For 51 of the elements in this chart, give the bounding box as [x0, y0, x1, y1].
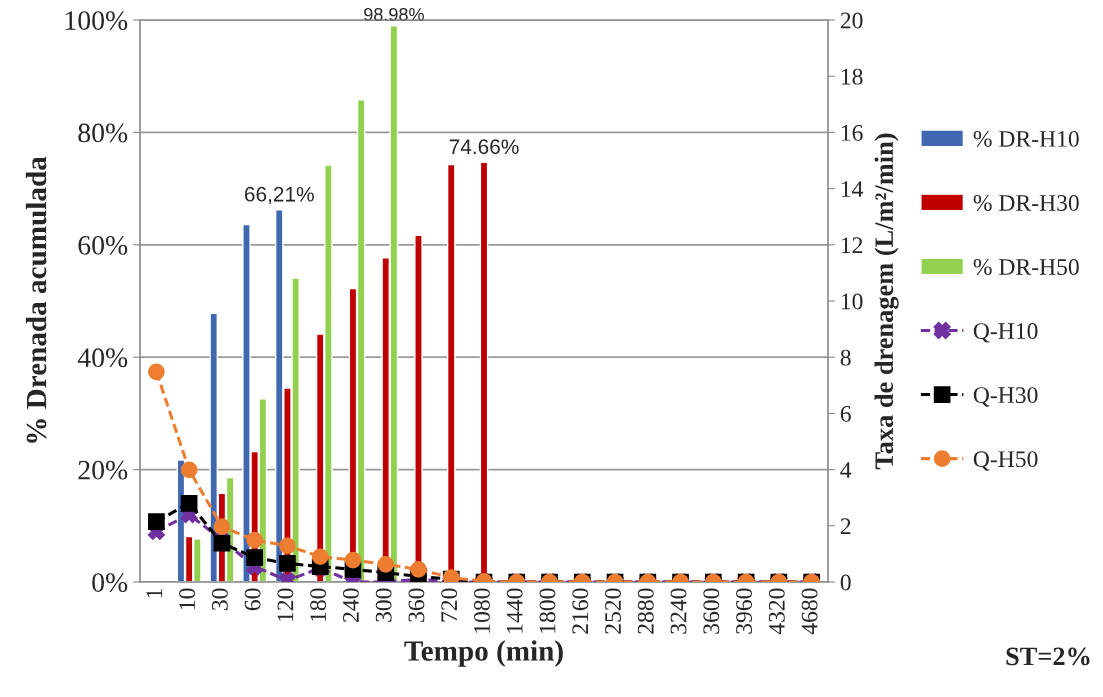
x-tick-label: 2880	[637, 588, 654, 634]
x-tick-label: 4680	[801, 588, 818, 635]
legend-label: % DR-H50	[973, 259, 1079, 276]
x-tick-label: 120	[277, 588, 294, 621]
text: ST=2%	[1006, 647, 1090, 666]
x-tick-label: 3600	[703, 588, 720, 634]
y2-tick-label: 8	[840, 349, 851, 366]
x-tick-label: 240	[342, 588, 359, 622]
y-axis-title: % Drenada acumulada	[25, 156, 47, 443]
x-tick-label: 3960	[736, 588, 753, 634]
y-tick-label: 40%	[77, 348, 128, 368]
y2-tick-label: 10	[841, 293, 863, 310]
x-axis-title: Tempo (min)	[404, 640, 563, 667]
data-label: 74.66%	[449, 139, 519, 155]
data-label: 66,21%	[244, 186, 314, 205]
y2-axis-title: Taxa de drenagem (L/m²/min)	[874, 133, 899, 470]
legend-label: Q-H30	[973, 387, 1038, 407]
y2-tick-label: 16	[841, 124, 863, 141]
y2-tick-label: 2	[840, 518, 851, 534]
y-tick-label: 100%	[65, 11, 128, 30]
x-tick-label: 720	[441, 588, 458, 622]
y2-tick-label: 6	[840, 405, 851, 422]
y2-tick-label: 14	[841, 181, 864, 197]
x-tick-label: 2520	[605, 588, 621, 634]
x-tick-label: 3240	[670, 588, 687, 634]
data-label: 98.98%	[364, 7, 424, 21]
x-tick-label: 360	[408, 588, 425, 622]
x-tick-label: 10	[179, 588, 196, 610]
legend-label: % DR-H30	[973, 194, 1079, 211]
x-tick-label: 2160	[572, 588, 589, 634]
x-tick-label: 30	[211, 588, 228, 611]
y2-tick-label: 20	[840, 12, 863, 29]
y2-tick-label: 12	[841, 237, 863, 253]
y-tick-label: 20%	[78, 460, 128, 480]
y2-tick-label: 0	[840, 574, 851, 591]
legend-label: Q-H50	[973, 451, 1038, 471]
legend-label: % DR-H10	[973, 130, 1079, 147]
y2-tick-label: 4	[840, 462, 852, 478]
y-tick-label: 80%	[78, 123, 128, 143]
x-tick-label: 1	[146, 588, 163, 598]
x-tick-label: 4320	[768, 588, 785, 635]
x-tick-label: 60	[244, 588, 261, 611]
legend-label: Q-H10	[973, 323, 1038, 343]
x-tick-label: 180	[310, 588, 327, 621]
y2-tick-label: 18	[841, 68, 863, 85]
x-tick-label: 1440	[506, 588, 523, 633]
x-tick-label: 1800	[539, 588, 556, 633]
x-tick-label: 1080	[473, 588, 490, 633]
y-tick-label: 0%	[92, 573, 128, 592]
y-tick-label: 60%	[78, 235, 128, 255]
x-tick-label: 300	[375, 588, 392, 622]
